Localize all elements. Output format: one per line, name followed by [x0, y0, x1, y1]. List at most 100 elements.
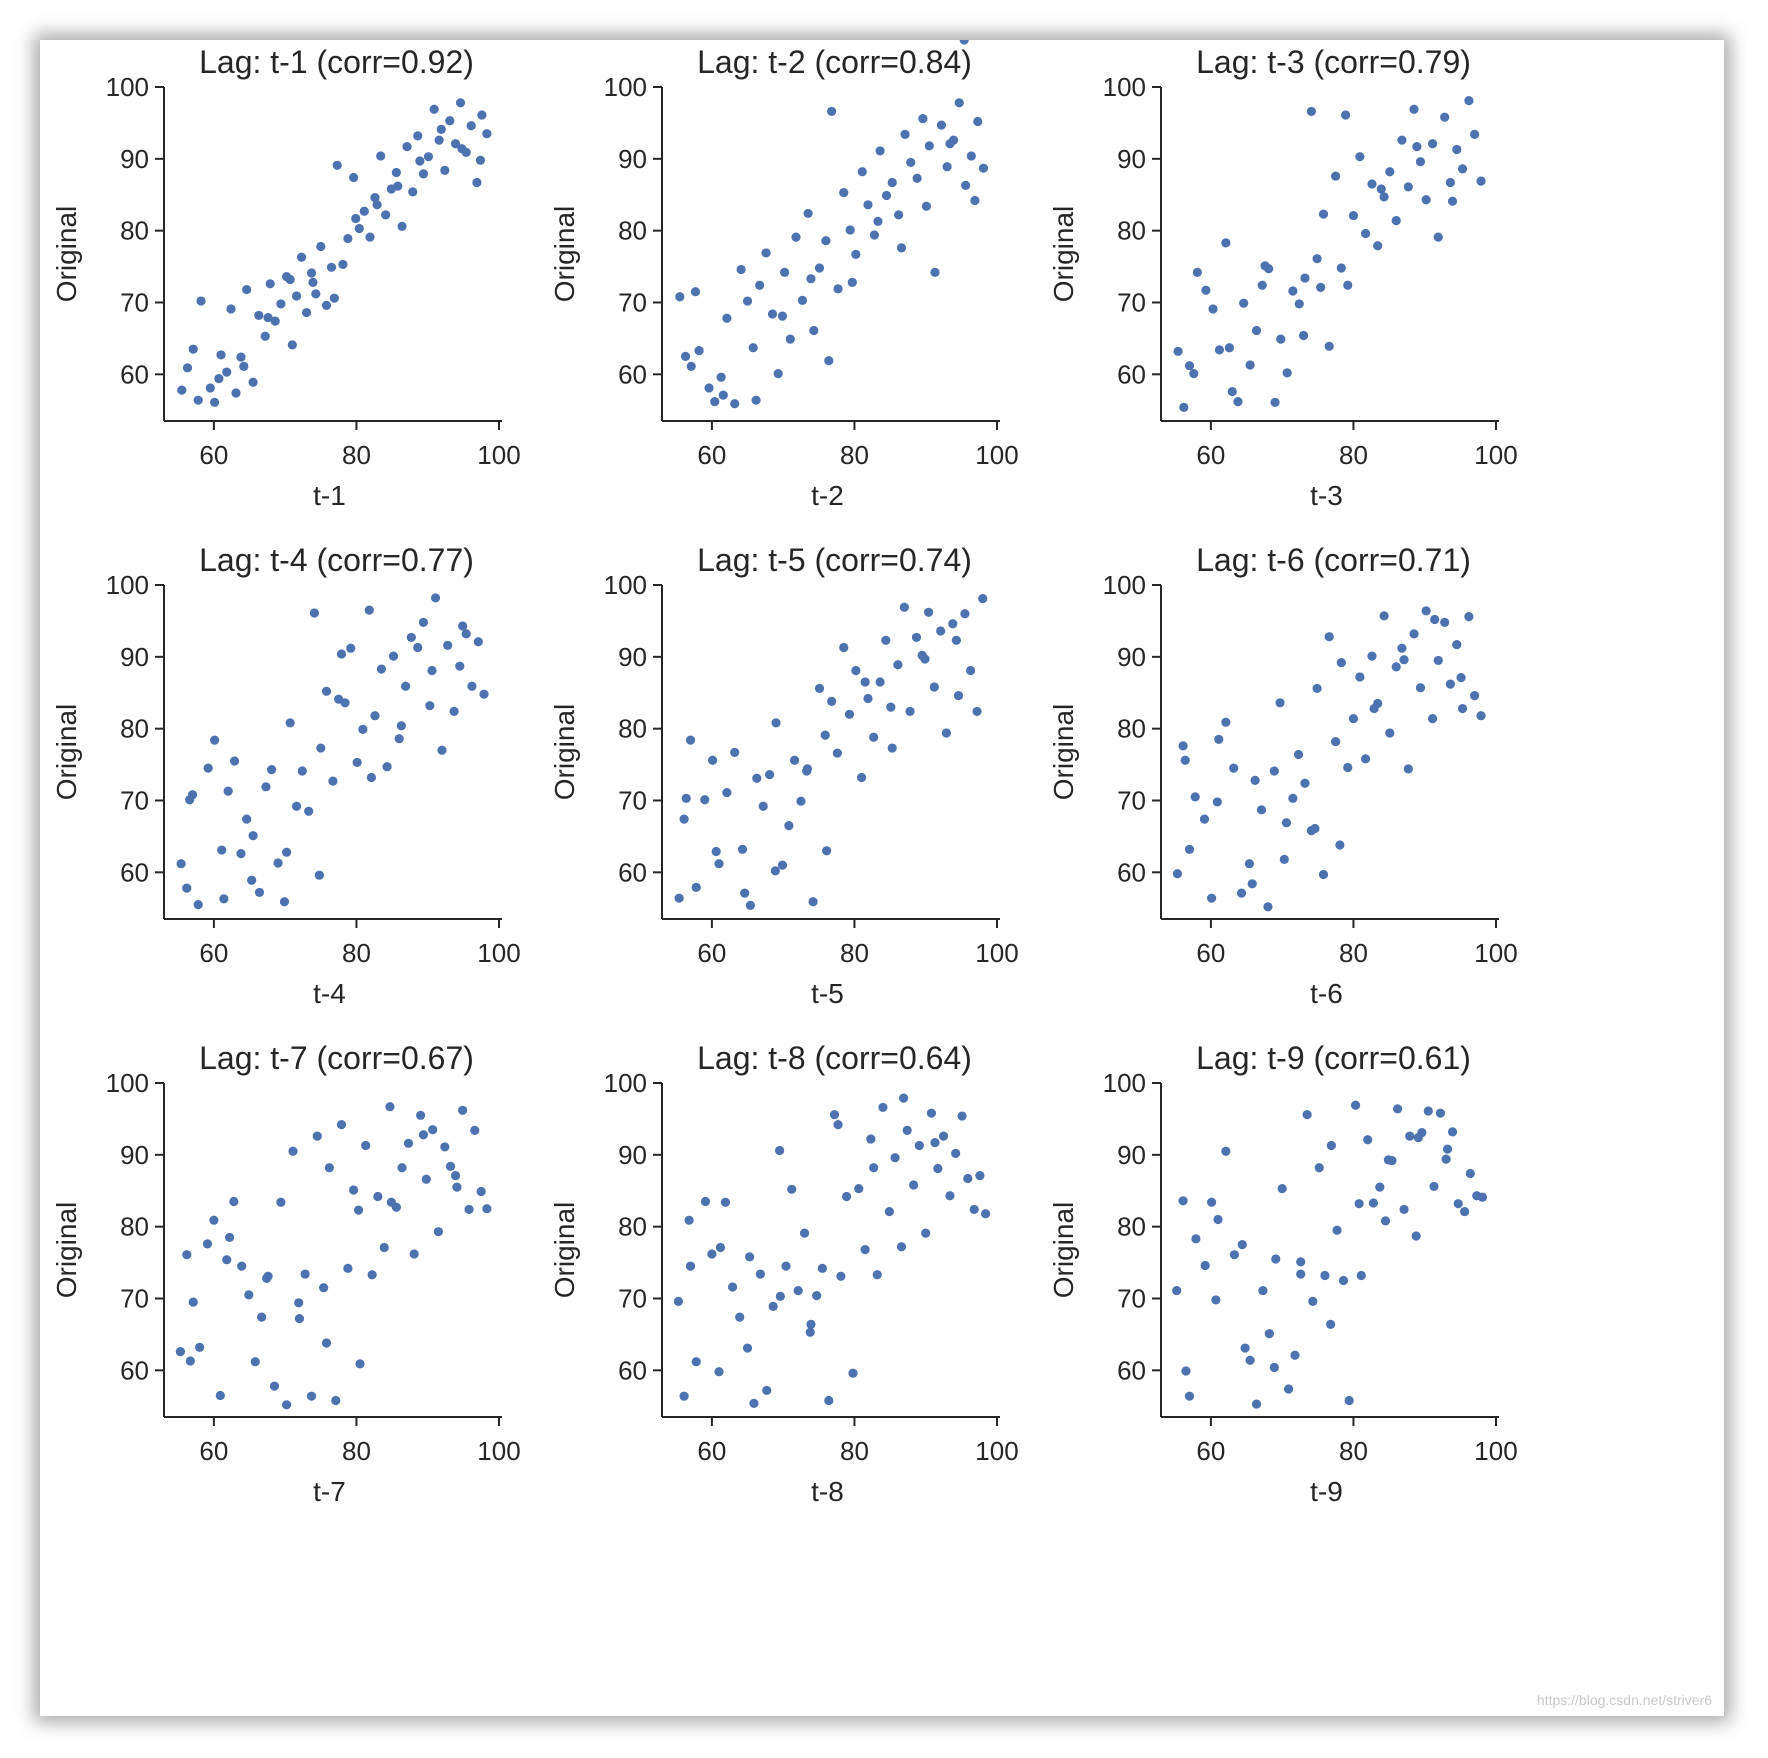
scatter-point — [1324, 632, 1334, 642]
y-tick-label: 100 — [604, 72, 647, 102]
scatter-point — [836, 1271, 846, 1281]
scatter-point — [1192, 267, 1202, 277]
scatter-point — [427, 665, 437, 676]
scatter-point — [1277, 1183, 1287, 1194]
scatter-points — [1173, 96, 1486, 412]
scatter-point — [1293, 749, 1304, 760]
y-tick-label: 90 — [618, 642, 647, 672]
scatter-point — [1213, 1214, 1223, 1225]
scatter-point — [781, 1261, 791, 1271]
x-tick-label: 80 — [840, 440, 869, 470]
scatter-point — [223, 786, 233, 796]
scatter-point — [1383, 1155, 1393, 1165]
scatter-point — [694, 346, 704, 356]
scatter-point — [1306, 106, 1316, 117]
scatter-point — [851, 665, 861, 676]
scatter-point — [1423, 1106, 1433, 1116]
scatter-point — [279, 897, 290, 907]
scatter-point — [1251, 325, 1262, 336]
scatter-point — [1310, 823, 1320, 834]
scatter-point — [856, 772, 867, 783]
scatter-point — [309, 608, 319, 618]
scatter-point — [1221, 1146, 1231, 1156]
scatter-point — [1447, 196, 1458, 206]
scatter-point — [430, 593, 441, 603]
scatter-point — [1460, 1206, 1470, 1217]
scatter-point — [182, 883, 192, 893]
scatter-point — [455, 661, 465, 671]
scatter-point — [779, 267, 790, 277]
scatter-point — [1344, 1395, 1354, 1406]
scatter-point — [1308, 1296, 1318, 1306]
y-tick-label: 100 — [106, 1068, 149, 1098]
scatter-point — [1440, 617, 1450, 627]
scatter-point — [821, 236, 831, 246]
scatter-point — [176, 859, 186, 869]
scatter-point — [796, 796, 806, 806]
scatter-point — [707, 1249, 717, 1259]
y-axis-label: Original — [549, 704, 580, 800]
y-tick-label: 90 — [120, 144, 149, 174]
y-tick-label: 80 — [1117, 1212, 1146, 1242]
lag-panel-5: Lag: t-5 (corr=0.74) 60 70 80 90 100 60 80 100 t-… — [549, 542, 1019, 1009]
scatter-point — [1441, 1154, 1451, 1164]
scatter-point — [1399, 1204, 1409, 1215]
scatter-point — [423, 152, 434, 162]
y-tick-label: 90 — [120, 642, 149, 672]
scatter-point — [219, 894, 229, 904]
scatter-point — [1302, 1110, 1312, 1120]
scatter-point — [391, 167, 401, 178]
scatter-point — [428, 1125, 438, 1135]
scatter-point — [869, 230, 880, 240]
scatter-point — [482, 1204, 492, 1214]
scatter-point — [1247, 879, 1257, 889]
y-axis-label: Original — [51, 704, 82, 800]
scatter-point — [1191, 1234, 1201, 1244]
scatter-point — [396, 721, 406, 731]
scatter-point — [1264, 1329, 1274, 1339]
scatter-point — [827, 106, 837, 117]
scatter-point — [978, 163, 989, 173]
x-axis-label: t-7 — [313, 1476, 346, 1507]
scatter-point — [358, 724, 368, 734]
scatter-point — [1452, 640, 1462, 650]
y-axis-label: Original — [1048, 704, 1079, 800]
scatter-point — [458, 1105, 468, 1115]
scatter-point — [409, 1249, 419, 1259]
scatter-point — [777, 860, 788, 870]
scatter-point — [401, 681, 411, 691]
scatter-point — [301, 307, 312, 318]
panel-title: Lag: t-4 (corr=0.77) — [199, 542, 474, 578]
x-axis-label: t-5 — [811, 978, 844, 1009]
y-tick-label: 90 — [618, 1140, 647, 1170]
scatter-point — [433, 1227, 444, 1237]
scatter-point — [674, 893, 684, 903]
x-tick-label: 80 — [1339, 1436, 1368, 1466]
y-tick-label: 90 — [1117, 144, 1146, 174]
scatter-point — [267, 764, 277, 775]
scatter-point — [294, 1313, 305, 1324]
scatter-point — [351, 213, 361, 224]
scatter-point — [239, 361, 249, 372]
scatter-point — [1379, 611, 1389, 621]
scatter-point — [311, 289, 321, 299]
scatter-point — [961, 180, 971, 191]
scatter-point — [875, 146, 885, 156]
panel-title: Lag: t-9 (corr=0.61) — [1196, 1040, 1471, 1076]
scatter-point — [403, 1138, 414, 1148]
scatter-point — [314, 870, 324, 880]
scatter-point — [722, 787, 732, 798]
scatter-point — [1391, 662, 1401, 672]
scatter-point — [1343, 280, 1353, 290]
scatter-point — [1184, 1391, 1195, 1401]
scatter-point — [1180, 755, 1190, 765]
y-tick-label: 100 — [604, 570, 647, 600]
scatter-point — [312, 1131, 322, 1141]
scatter-point — [758, 801, 768, 811]
scatter-point — [1343, 762, 1353, 773]
scatter-point — [353, 1205, 364, 1215]
scatter-point — [479, 689, 489, 699]
y-tick-label: 80 — [618, 1212, 647, 1242]
scatter-point — [869, 732, 879, 742]
scatter-point — [1331, 171, 1341, 181]
